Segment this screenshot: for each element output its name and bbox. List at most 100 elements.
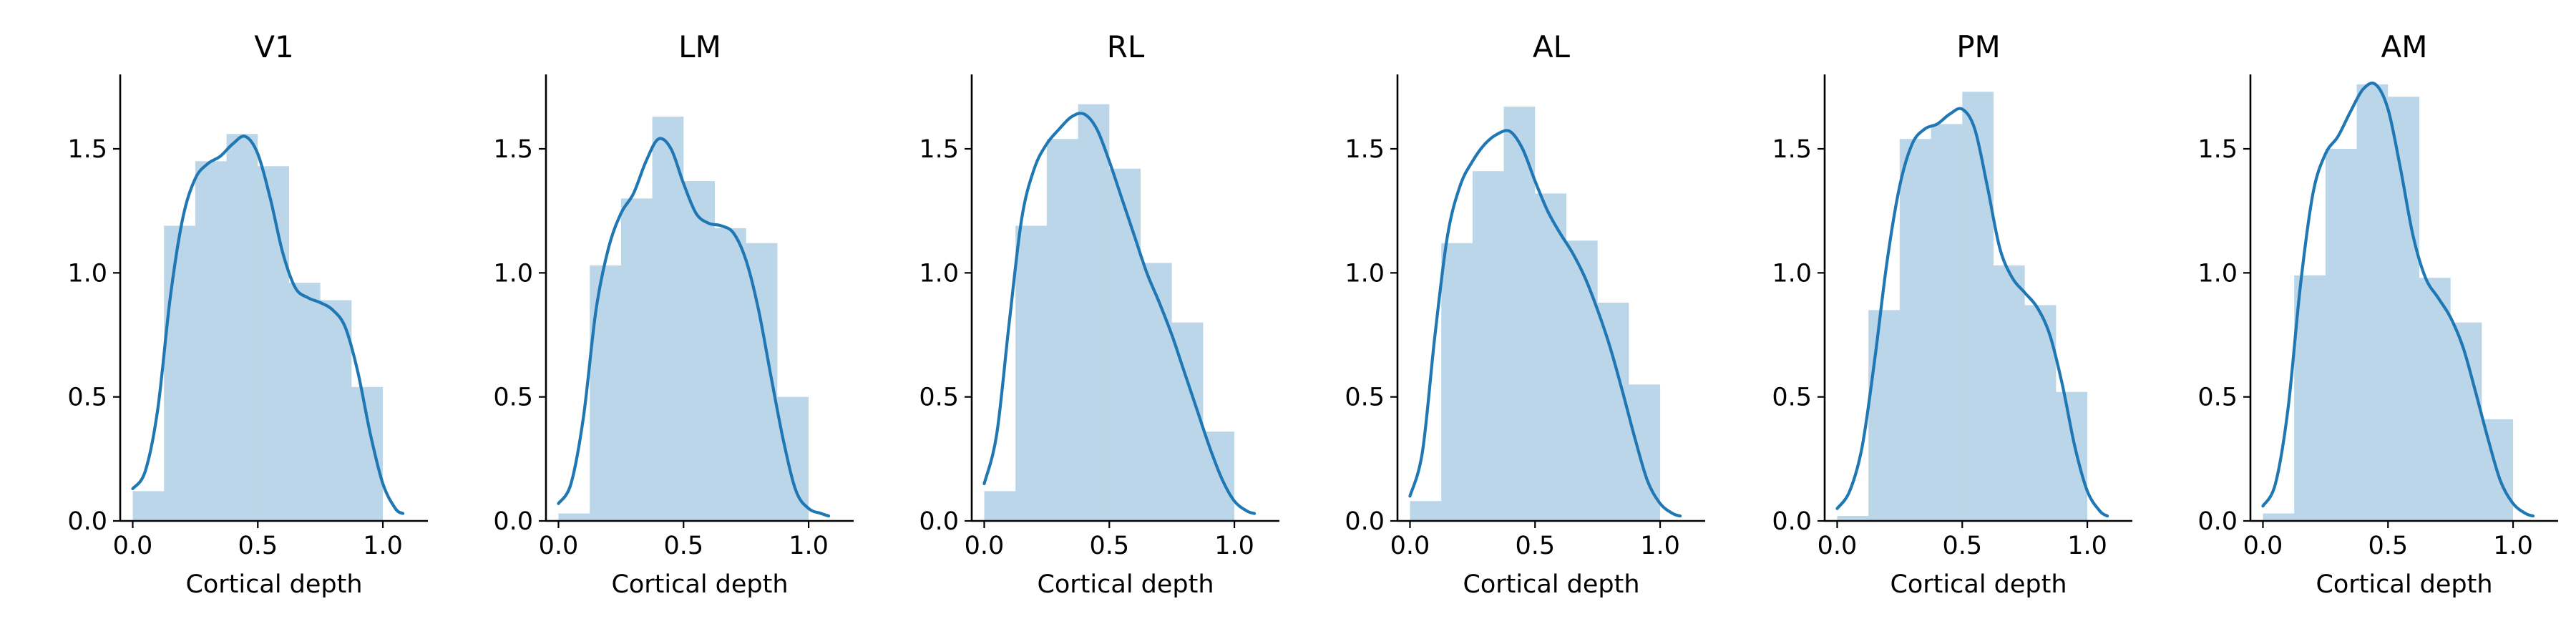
histogram-bar (288, 283, 321, 521)
histogram-bar (1597, 302, 1629, 521)
histogram-bar (620, 198, 653, 521)
x-axis-label: Cortical depth (185, 570, 362, 599)
kde-line (557, 137, 831, 518)
histogram-bar (2356, 84, 2389, 521)
histogram-bar (1015, 225, 1047, 521)
x-tick-label: 0.5 (1515, 532, 1555, 560)
histogram-bar (1962, 92, 1994, 521)
y-tick-label: 1.5 (919, 135, 959, 164)
histogram-bar (132, 491, 165, 521)
histogram-bar (2419, 278, 2451, 521)
histogram-bar (1109, 168, 1141, 521)
y-tick-label: 0.5 (493, 384, 533, 412)
histogram-bar (1993, 265, 2025, 521)
histogram-bar (984, 491, 1016, 521)
x-tick-label: 1.0 (1214, 532, 1254, 560)
panel-title: LM (678, 29, 721, 64)
x-tick-label: 0.0 (1818, 532, 1858, 560)
histogram-bar (2294, 275, 2326, 521)
x-tick-label: 1.0 (1640, 532, 1680, 560)
histogram-bar (1837, 516, 1869, 521)
panel-title: RL (1107, 29, 1145, 64)
histogram-bar (1629, 384, 1661, 521)
histogram-bar (226, 134, 258, 521)
x-tick-label: 0.5 (1089, 532, 1129, 560)
histogram-bar (590, 265, 621, 521)
histogram-bar (2263, 513, 2295, 521)
x-tick-label: 1.0 (2493, 532, 2533, 560)
x-tick-label: 0.5 (238, 532, 278, 560)
histogram-bar (351, 386, 384, 521)
y-tick-label: 1.0 (1772, 259, 1812, 288)
y-tick-label: 0.0 (67, 507, 107, 536)
y-tick-label: 1.0 (919, 259, 959, 288)
y-tick-label: 1.5 (1772, 135, 1812, 164)
x-axis-label: Cortical depth (1463, 570, 1639, 599)
histogram-bar (1078, 104, 1110, 522)
y-tick-label: 1.0 (67, 259, 107, 288)
y-tick-label: 0.0 (2197, 507, 2238, 536)
histogram-bar (558, 513, 590, 521)
kde-line (2261, 82, 2535, 518)
x-axis-label: Cortical depth (1037, 570, 1214, 599)
x-tick-label: 0.0 (965, 532, 1005, 560)
y-tick-label: 0.0 (919, 507, 959, 536)
panel-title: AL (1533, 29, 1571, 64)
x-axis-label: Cortical depth (2316, 570, 2492, 599)
y-tick-label: 0.0 (1772, 507, 1812, 536)
y-tick-label: 1.5 (1345, 135, 1385, 164)
x-tick-label: 0.5 (1942, 532, 1982, 560)
y-tick-label: 1.5 (2197, 135, 2238, 164)
x-axis-label: Cortical depth (611, 570, 788, 599)
histogram-bar (1472, 171, 1504, 521)
histogram-bar (1410, 501, 1442, 521)
y-tick-label: 0.5 (67, 384, 107, 412)
histogram-bar (1899, 139, 1931, 522)
x-tick-label: 0.0 (1390, 532, 1430, 560)
histogram-bar (652, 116, 684, 521)
kde-line (1408, 129, 1682, 518)
y-tick-label: 0.0 (493, 507, 533, 536)
histogram-bar (2056, 391, 2088, 521)
histogram-bar (777, 396, 809, 521)
y-tick-label: 0.5 (1345, 384, 1385, 412)
histogram-bar (1140, 263, 1172, 521)
histogram-bar (164, 225, 195, 521)
x-tick-label: 0.0 (539, 532, 579, 560)
x-tick-label: 0.5 (2368, 532, 2408, 560)
histogram-bar (1171, 322, 1204, 521)
panel-title: V1 (254, 29, 293, 64)
y-tick-label: 1.0 (2197, 259, 2238, 288)
histogram-bar (2388, 97, 2419, 521)
x-tick-label: 0.0 (2243, 532, 2283, 560)
histogram-bar (1868, 310, 1900, 521)
histogram-bar (1566, 240, 1598, 521)
histogram-bar (258, 166, 289, 521)
histogram-bar (1503, 107, 1536, 522)
y-tick-label: 0.0 (1345, 507, 1385, 536)
histogram-bar (714, 228, 746, 521)
panel-title: AM (2381, 29, 2428, 64)
x-tick-label: 1.0 (789, 532, 829, 560)
histogram-bar (683, 181, 715, 522)
x-tick-label: 1.0 (2067, 532, 2107, 560)
y-tick-label: 0.5 (2197, 384, 2238, 412)
x-tick-label: 1.0 (363, 532, 403, 560)
x-tick-label: 0.0 (113, 532, 153, 560)
y-tick-label: 1.0 (1345, 259, 1385, 288)
histogram-bar (1441, 243, 1473, 521)
kde-line (1835, 107, 2109, 518)
y-tick-label: 0.5 (1772, 384, 1812, 412)
y-tick-label: 1.0 (493, 259, 533, 288)
kde-line (982, 112, 1257, 515)
y-tick-label: 0.5 (919, 384, 959, 412)
x-tick-label: 0.5 (663, 532, 703, 560)
kde-line (131, 135, 405, 515)
